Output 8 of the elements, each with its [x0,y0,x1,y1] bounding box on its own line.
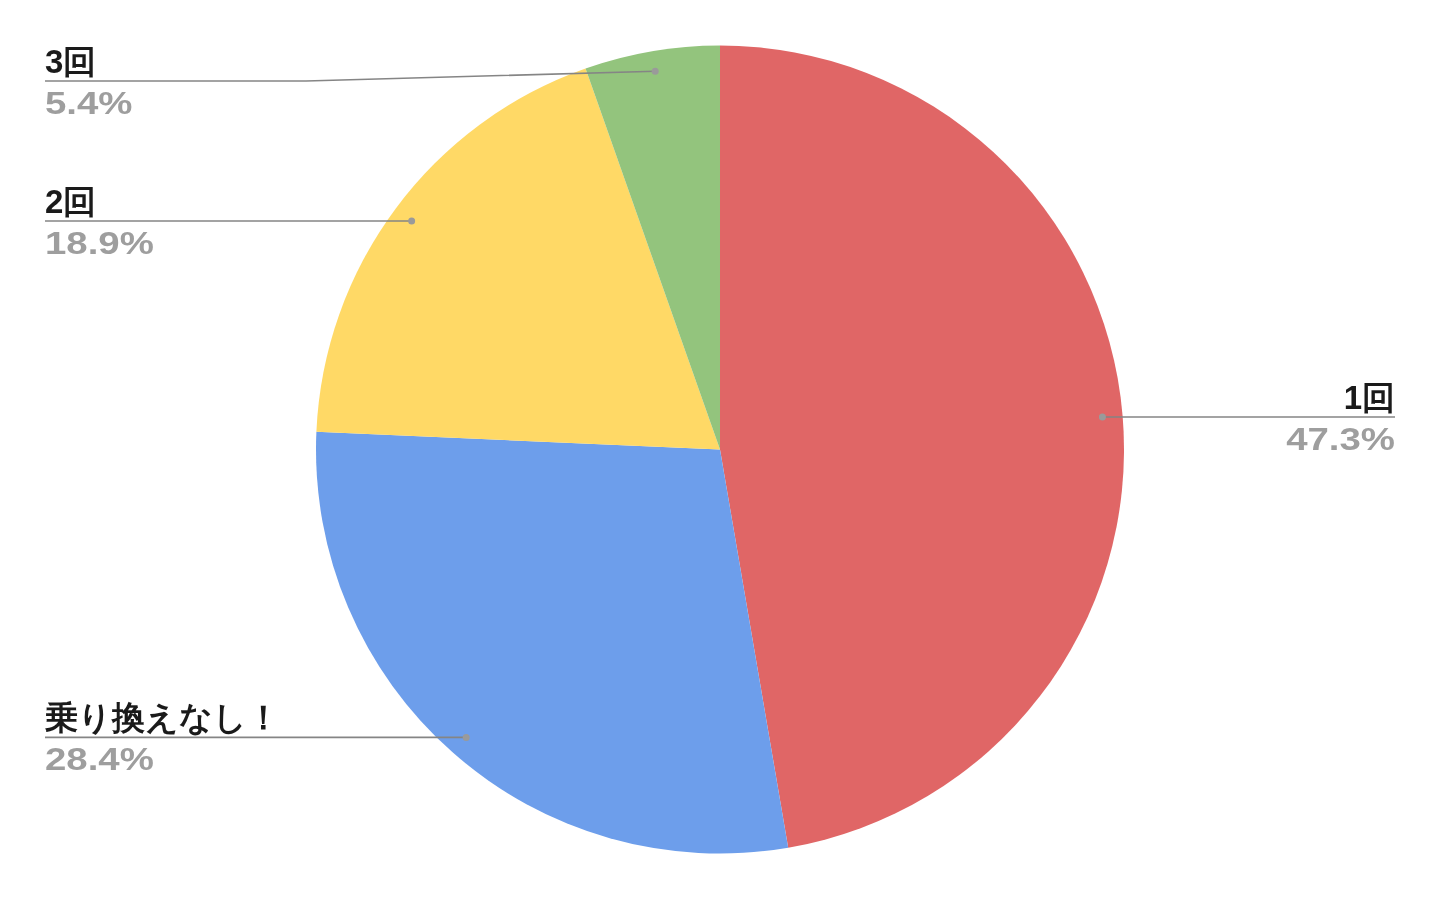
slice-label: 2回 [45,182,97,220]
data-label: 18.9% [45,225,154,261]
data-label: 47.3% [1286,421,1395,457]
data-label: 28.4% [45,741,154,777]
slice-label: 1回 [1343,378,1395,416]
slice-label: 乗り換えなし！ [45,699,280,737]
slice-label: 3回 [45,43,97,80]
data-label: 5.4% [45,85,133,121]
